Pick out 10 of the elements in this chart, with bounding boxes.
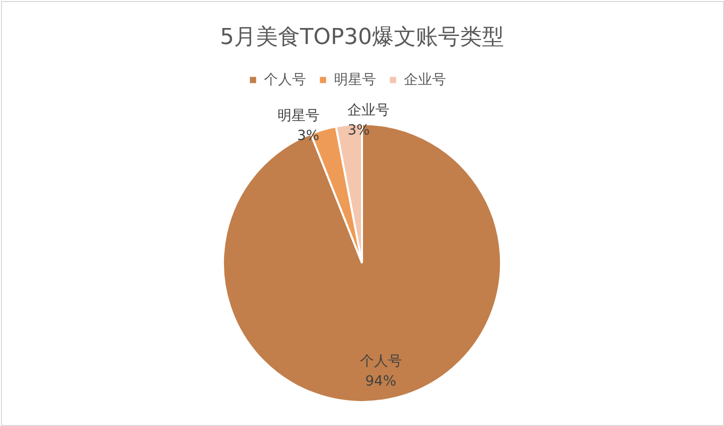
slice-label: 个人号 — [360, 353, 402, 370]
slice-label: 企业号 — [348, 102, 390, 119]
legend-label: 企业号 — [404, 72, 446, 88]
legend-label: 个人号 — [264, 72, 306, 88]
slice-label: 明星号 — [277, 108, 320, 124]
chart-title: 5月美食TOP30爆文账号类型 — [220, 25, 504, 50]
legend-label: 明星号 — [334, 72, 376, 88]
data-label: 3% — [348, 122, 370, 139]
data-label: 94% — [365, 373, 396, 390]
pie-slice — [222, 123, 502, 403]
